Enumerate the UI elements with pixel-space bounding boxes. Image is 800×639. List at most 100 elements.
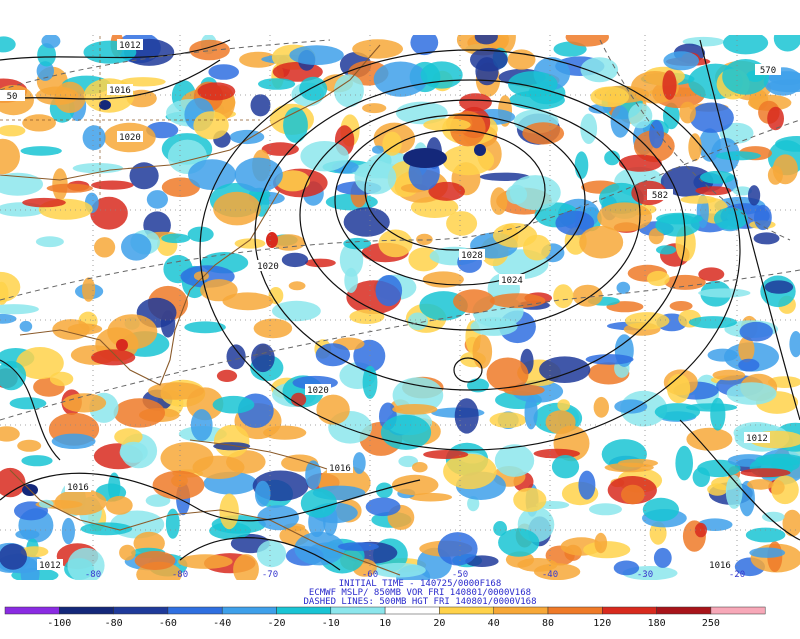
vorticity-blob: [610, 105, 630, 138]
longitude-label: -60: [362, 570, 378, 580]
vorticity-blob: [0, 36, 16, 53]
vorticity-blob: [145, 494, 171, 507]
vorticity-blob: [82, 125, 106, 151]
vorticity-blob: [412, 462, 428, 473]
colorbar-swatch: [710, 606, 766, 615]
vorticity-blob: [305, 460, 322, 490]
colorbar: -100 -80 -60 -40 -20 -10 10 20 40 80 120 180 250: [4, 606, 766, 629]
vorticity-blob: [233, 554, 259, 580]
vorticity-blob: [254, 480, 271, 507]
contour-label: 1012: [119, 41, 141, 51]
vorticity-blob: [161, 177, 200, 198]
vorticity-blob: [533, 448, 580, 459]
label-bg: [117, 131, 143, 142]
vorticity-blob: [20, 546, 49, 558]
vorticity-blob: [165, 508, 180, 539]
colorbar-label: -20: [267, 618, 285, 629]
contour-label: 1012: [746, 434, 768, 444]
label-bg: [65, 481, 91, 492]
vorticity-blob: [467, 496, 480, 512]
vorticity-blob: [37, 43, 56, 67]
vorticity-blob: [754, 204, 772, 231]
vorticity-blob: [710, 397, 726, 431]
vorticity-blob: [213, 424, 250, 458]
vorticity-blob: [749, 547, 786, 558]
vorticity-blob: [738, 336, 755, 363]
vorticity-blob: [129, 162, 159, 190]
vorticity-blob: [656, 212, 703, 225]
contour-label: 50: [7, 92, 18, 102]
vorticity-blob: [281, 252, 309, 268]
vorticity-blob: [343, 207, 390, 237]
vorticity-blob: [755, 453, 800, 467]
vorticity-blob: [0, 361, 27, 391]
vorticity-blob: [459, 93, 492, 112]
vorticity-blob: [775, 136, 800, 152]
colorbar-label: 40: [488, 618, 500, 629]
vorticity-blob: [764, 280, 794, 294]
vorticity-blob: [553, 284, 574, 309]
vorticity-blob: [675, 445, 693, 481]
vorticity-blob: [508, 71, 558, 98]
vorticity-blob: [239, 51, 278, 68]
caption-line: DASHED LINES: 500MB HGT FRI 140801/0000V…: [304, 597, 537, 607]
label-bg: [327, 462, 353, 473]
vorticity-blob: [275, 170, 310, 192]
vorticity-blob: [289, 45, 344, 65]
contour-label: 582: [652, 191, 668, 201]
vorticity-blob: [789, 331, 800, 358]
longitude-label: -80: [172, 570, 188, 580]
vorticity-blob: [745, 527, 786, 543]
vorticity-blob: [49, 371, 74, 386]
vorticity-blob: [773, 35, 800, 52]
vorticity-blob: [0, 271, 21, 303]
colorbar-swatch: [330, 606, 386, 615]
vorticity-blob: [9, 397, 47, 410]
vorticity-blob: [67, 547, 105, 580]
longitude-label: -70: [262, 570, 278, 580]
vorticity-blob: [712, 369, 746, 381]
label-bg: [117, 39, 143, 50]
vorticity-blob: [22, 197, 66, 208]
colorbar-label: 20: [433, 618, 445, 629]
vorticity-blob: [54, 81, 86, 113]
colorbar-label: -10: [322, 618, 340, 629]
vorticity-blob: [443, 453, 497, 490]
vorticity-blob: [486, 357, 529, 392]
vorticity-blob: [423, 118, 471, 132]
vorticity-blob: [664, 274, 706, 290]
vorticity-blob: [442, 145, 495, 176]
overlays: [0, 35, 800, 580]
vorticity-blob: [410, 35, 439, 56]
vorticity-blob: [490, 187, 508, 215]
vorticity-blob: [41, 35, 61, 49]
vorticity-blob: [353, 339, 386, 373]
vorticity-blob: [121, 233, 152, 261]
vorticity-blob: [261, 142, 299, 156]
vorticity-blob: [300, 488, 337, 518]
vorticity-blob: [594, 532, 608, 554]
vorticity-blob: [304, 258, 336, 268]
vorticity-blob: [628, 103, 653, 129]
vorticity-blob: [580, 57, 619, 83]
contour-label: 1016: [109, 86, 131, 96]
vorticity-blob: [354, 160, 397, 195]
vorticity-blob: [21, 455, 53, 467]
vorticity-blob: [409, 492, 452, 502]
vorticity-blob: [392, 404, 438, 415]
vorticity-blob: [654, 403, 701, 421]
vorticity-blob: [20, 558, 40, 580]
vorticity-blob: [585, 354, 634, 365]
label-bg: [0, 90, 25, 101]
vorticity-blob: [590, 86, 629, 108]
vorticity-blob: [513, 487, 547, 512]
vorticity-blob: [222, 292, 274, 311]
label-bg: [37, 559, 63, 570]
colorbar-label: 10: [379, 618, 391, 629]
vorticity-blob: [263, 425, 307, 440]
vorticity-blob: [46, 183, 93, 193]
height-contours: [0, 39, 800, 421]
label-bg: [499, 274, 525, 285]
vorticity-blob: [689, 102, 734, 133]
vorticity-blob: [82, 277, 96, 302]
